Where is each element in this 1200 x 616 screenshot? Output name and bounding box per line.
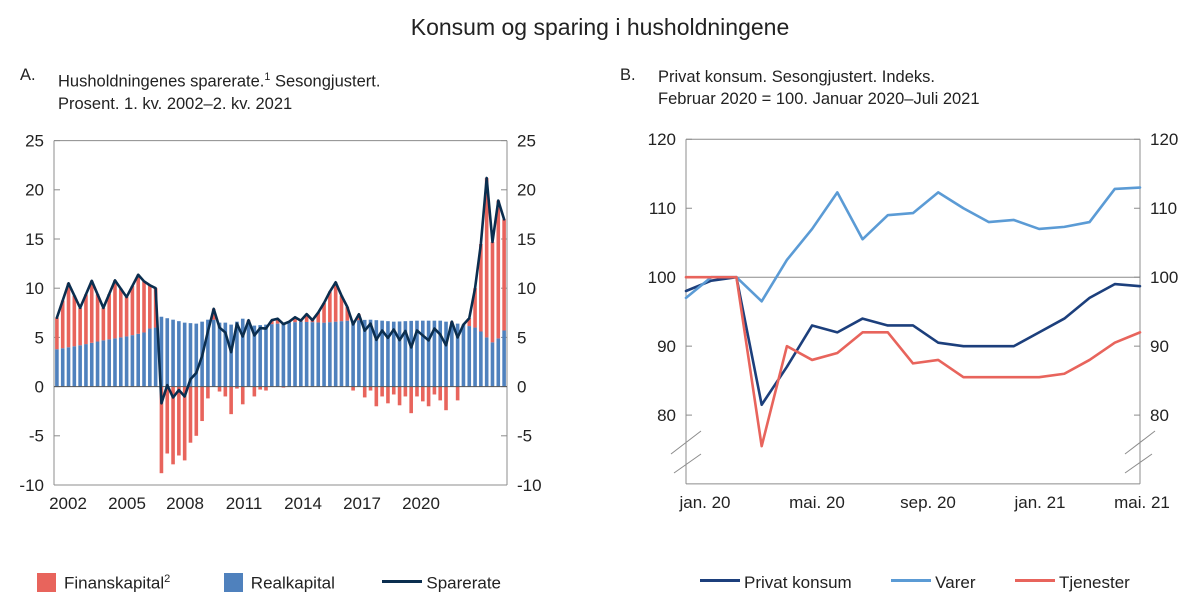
svg-text:2008: 2008 [166, 494, 204, 513]
svg-text:2017: 2017 [343, 494, 381, 513]
svg-text:120: 120 [648, 130, 676, 149]
svg-text:100: 100 [648, 268, 676, 287]
svg-text:120: 120 [1150, 130, 1178, 149]
svg-text:90: 90 [1150, 337, 1169, 356]
svg-text:-5: -5 [29, 427, 44, 446]
svg-text:5: 5 [517, 328, 526, 347]
svg-text:2014: 2014 [284, 494, 322, 513]
svg-text:-10: -10 [517, 476, 542, 495]
svg-text:mai. 21: mai. 21 [1114, 493, 1170, 512]
svg-text:-10: -10 [19, 476, 44, 495]
svg-text:15: 15 [517, 230, 536, 249]
svg-text:20: 20 [25, 181, 44, 200]
svg-text:20: 20 [517, 181, 536, 200]
svg-text:80: 80 [657, 406, 676, 425]
svg-text:2011: 2011 [226, 494, 263, 513]
svg-text:90: 90 [657, 337, 676, 356]
svg-text:10: 10 [25, 279, 44, 298]
svg-text:15: 15 [25, 230, 44, 249]
svg-text:0: 0 [35, 378, 44, 397]
svg-text:5: 5 [35, 328, 44, 347]
svg-text:2005: 2005 [108, 494, 146, 513]
svg-text:2002: 2002 [49, 494, 87, 513]
svg-text:10: 10 [517, 279, 536, 298]
svg-text:110: 110 [649, 199, 676, 218]
svg-text:jan. 21: jan. 21 [1013, 493, 1065, 512]
svg-text:25: 25 [517, 132, 536, 151]
svg-text:0: 0 [517, 378, 526, 397]
svg-text:25: 25 [25, 132, 44, 151]
svg-text:-5: -5 [517, 427, 532, 446]
svg-text:110: 110 [1150, 199, 1177, 218]
svg-text:80: 80 [1150, 406, 1169, 425]
svg-text:mai. 20: mai. 20 [789, 493, 845, 512]
svg-text:jan. 20: jan. 20 [678, 493, 730, 512]
svg-text:2020: 2020 [402, 494, 440, 513]
svg-text:sep. 20: sep. 20 [900, 493, 956, 512]
svg-text:100: 100 [1150, 268, 1178, 287]
